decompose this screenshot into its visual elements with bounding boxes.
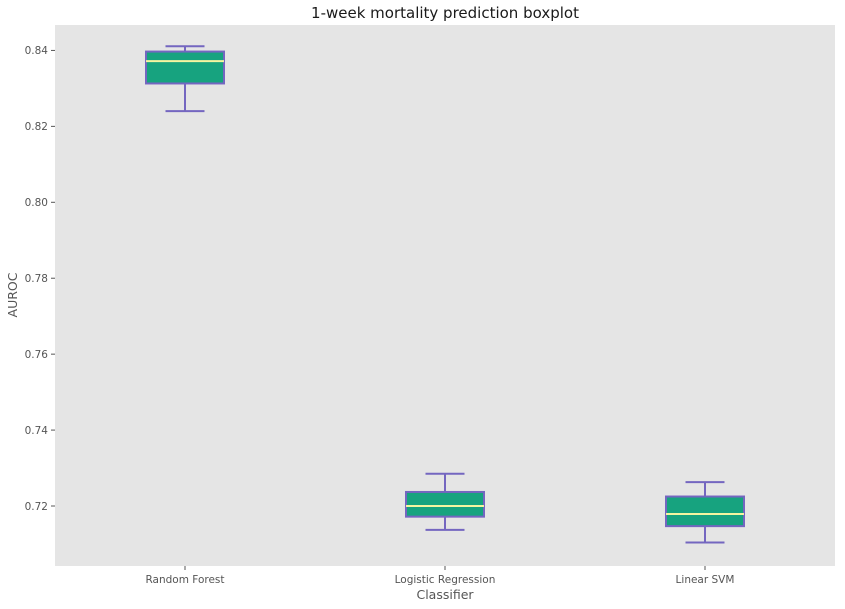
x-tick-label: Logistic Regression xyxy=(395,574,496,586)
y-tick-label: 0.72 xyxy=(25,501,48,513)
y-tick-label: 0.78 xyxy=(25,273,48,285)
box-logistic-regression xyxy=(405,472,485,531)
y-tick-label: 0.80 xyxy=(25,197,48,209)
y-tick-label: 0.84 xyxy=(25,45,49,57)
box-linear-svm xyxy=(665,481,745,544)
iqr-box xyxy=(665,495,745,528)
y-axis: 0.72 0.74 0.76 0.78 0.80 0.82 0.84 xyxy=(25,45,55,513)
x-tick-label: Random Forest xyxy=(145,574,224,586)
iqr-box xyxy=(145,50,225,85)
y-tick-label: 0.82 xyxy=(25,121,48,133)
y-tick-label: 0.74 xyxy=(25,425,49,437)
box-series xyxy=(145,45,745,544)
x-axis: Random Forest Logistic Regression Linear S… xyxy=(145,566,734,586)
x-axis-label: Classifier xyxy=(416,587,474,602)
chart-title: 1-week mortality prediction boxplot xyxy=(311,4,579,22)
iqr-box xyxy=(405,490,485,518)
y-axis-label: AUROC xyxy=(5,272,20,317)
box-random-forest xyxy=(145,45,225,113)
x-tick-label: Linear SVM xyxy=(676,574,735,586)
y-tick-label: 0.76 xyxy=(25,349,49,361)
